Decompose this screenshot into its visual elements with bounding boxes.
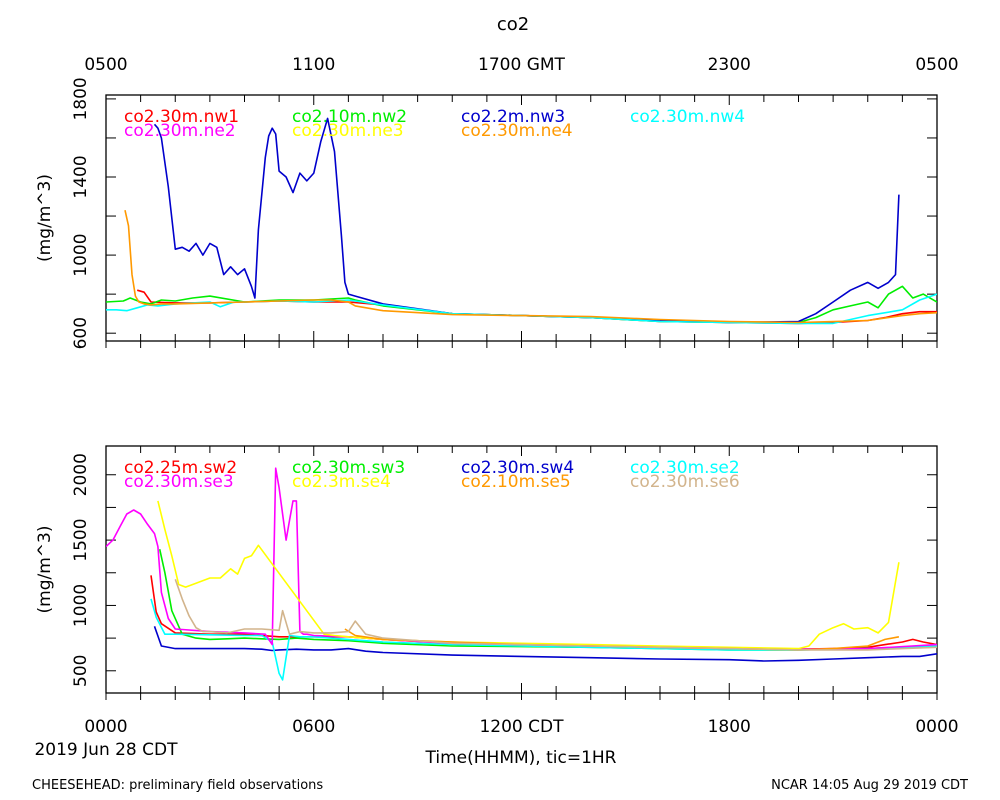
series-line-co2-10m-nw2 [106, 285, 937, 324]
top-axis-tick-label: 1100 [292, 55, 335, 75]
legend-entry-co2-30m-nw1: co2.30m.nw1 [124, 107, 239, 127]
top-axis-tick-label: 0500 [915, 55, 958, 75]
bottom-time-axis-cdt: 0000 0600 1200 CDT 1800 0000 [84, 717, 958, 737]
series-line-co2-3m-se4 [157, 500, 900, 650]
y-axis-title: (mg/m^3) [35, 526, 55, 614]
top-axis-tick-label: 1700 GMT [478, 55, 566, 75]
legend-entry-co2-3m-se4: co2.3m.se4 [292, 472, 391, 492]
bottom-axis-tick-label: 0000 [84, 717, 127, 737]
top-axis-tick-label: 0500 [84, 55, 127, 75]
bottom-axis-tick-label: 1800 [708, 717, 751, 737]
upper-panel-nw-ne-sensors: 600 1000 1400 1800 (mg/m^3) co2.30m.nw1 co2.10… [35, 77, 938, 349]
footer-right: NCAR 14:05 Aug 29 2019 CDT [771, 778, 968, 793]
top-axis-tick-label: 2300 [708, 55, 751, 75]
series-line-co2-30m-se2 [150, 598, 937, 681]
legend-entry-co2-2m-nw3: co2.2m.nw3 [461, 107, 565, 127]
legend-entry-co2-30m-ne2: co2.30m.ne2 [124, 121, 236, 141]
series-line-co2-30m-sw4 [153, 626, 937, 662]
legend-entry-co2-30m-sw4: co2.30m.sw4 [461, 458, 574, 478]
y-tick-label: 1000 [71, 584, 91, 627]
legend-entry-co2-30m-ne4: co2.30m.ne4 [461, 121, 573, 141]
y-tick-label: 2000 [71, 453, 91, 496]
series-lines [106, 117, 937, 325]
legend-entry-co2-30m-sw3: co2.30m.sw3 [292, 458, 405, 478]
y-tick-label: 1800 [71, 77, 91, 120]
figure-title: co2 [497, 14, 529, 35]
date-label: 2019 Jun 28 CDT [34, 740, 178, 760]
top-time-axis-gmt: 0500 1100 1700 GMT 2300 0500 [84, 55, 958, 75]
series-line-co2-30m-nw1 [136, 289, 937, 325]
legend-entry-co2-30m-se6: co2.30m.se6 [630, 472, 740, 492]
bottom-axis-tick-label: 0600 [292, 717, 335, 737]
y-tick-label: 1400 [71, 155, 91, 198]
legend-entry-co2-30m-se2: co2.30m.se2 [630, 458, 740, 478]
bottom-axis-tick-label: 0000 [915, 717, 958, 737]
y-tick-label: 500 [71, 655, 91, 687]
y-axis-title: (mg/m^3) [35, 174, 55, 262]
x-axis-title: Time(HHMM), tic=1HR [425, 748, 617, 768]
y-tick-label: 600 [71, 317, 91, 349]
series-line-co2-2m-nw3 [153, 117, 900, 324]
legend-entry-co2-30m-se3: co2.30m.se3 [124, 472, 234, 492]
y-tick-label: 1500 [71, 518, 91, 561]
series-line-co2-25m-sw2 [150, 575, 937, 650]
series-line-co2-30m-sw3 [158, 549, 937, 651]
legend-entry-co2-25m-sw2: co2.25m.sw2 [124, 458, 237, 478]
series-line-co2-30m-se3 [106, 467, 937, 650]
footer-left: CHEESEHEAD: preliminary field observatio… [32, 778, 323, 793]
series-line-co2-30m-ne4 [124, 210, 937, 324]
legend-entry-co2-30m-nw4: co2.30m.nw4 [630, 107, 745, 127]
series-lines [106, 467, 937, 681]
legend-entry-co2-10m-se5: co2.10m.se5 [461, 472, 571, 492]
series-line-co2-30m-se6 [174, 579, 937, 651]
legend-entry-co2-30m-ne3: co2.30m.ne3 [292, 121, 404, 141]
y-tick-label: 1000 [71, 233, 91, 276]
legend-entry-co2-10m-nw2: co2.10m.nw2 [292, 107, 407, 127]
bottom-axis-tick-label: 1200 CDT [479, 717, 564, 737]
